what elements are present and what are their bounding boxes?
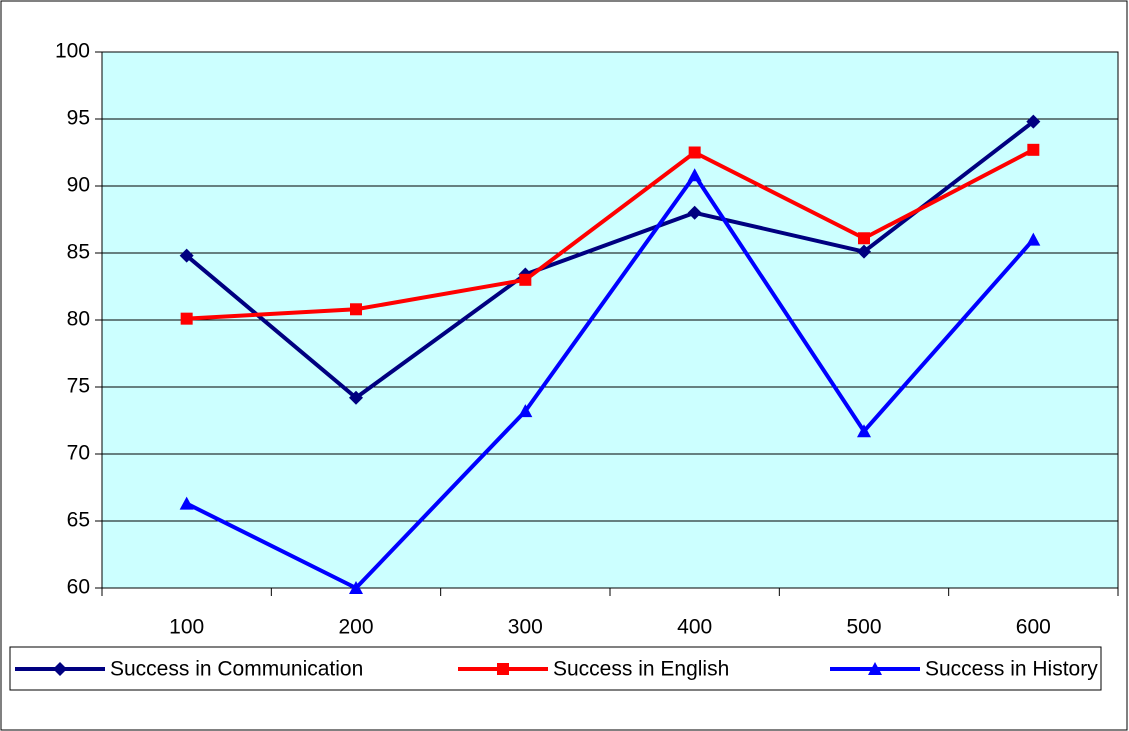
- y-tick-label: 80: [67, 308, 90, 331]
- y-tick-label: 65: [67, 509, 90, 532]
- point: [179, 248, 194, 263]
- point: [349, 390, 363, 405]
- point: [1027, 143, 1040, 156]
- x-tick-label: 300: [508, 616, 543, 639]
- point: [1026, 114, 1041, 129]
- point: [858, 232, 870, 245]
- series-line: [185, 120, 1035, 400]
- y-tick-label: 60: [67, 576, 90, 599]
- point: [687, 205, 702, 220]
- y-tick-label: 70: [67, 442, 90, 465]
- legend-label: Success in History: [925, 658, 1098, 681]
- x-tick-label: 400: [677, 616, 712, 639]
- x-tick-label: 100: [169, 616, 204, 639]
- point: [518, 404, 533, 418]
- legend-label: Success in English: [553, 658, 729, 681]
- y-tick-label: 75: [67, 375, 90, 398]
- y-tick-label: 90: [67, 174, 90, 197]
- y-tick-label: 95: [67, 107, 90, 130]
- point: [1026, 232, 1041, 246]
- series-line: [185, 173, 1035, 590]
- x-tick-label: 500: [846, 616, 881, 639]
- point: [350, 303, 362, 316]
- point: [857, 244, 871, 259]
- x-tick-label: 600: [1016, 616, 1051, 639]
- point: [179, 496, 194, 510]
- y-tick-label: 85: [67, 241, 90, 264]
- point: [688, 146, 701, 159]
- point: [497, 663, 509, 675]
- x-tick-label: 200: [338, 616, 373, 639]
- point: [868, 662, 882, 675]
- point: [857, 424, 871, 438]
- point: [519, 273, 532, 286]
- y-tick-label: 100: [55, 40, 90, 63]
- point: [53, 662, 67, 676]
- point: [687, 168, 702, 182]
- series-line: [186, 148, 1035, 321]
- legend-label: Success in Communication: [110, 658, 363, 681]
- point: [180, 312, 193, 325]
- point: [349, 581, 363, 594]
